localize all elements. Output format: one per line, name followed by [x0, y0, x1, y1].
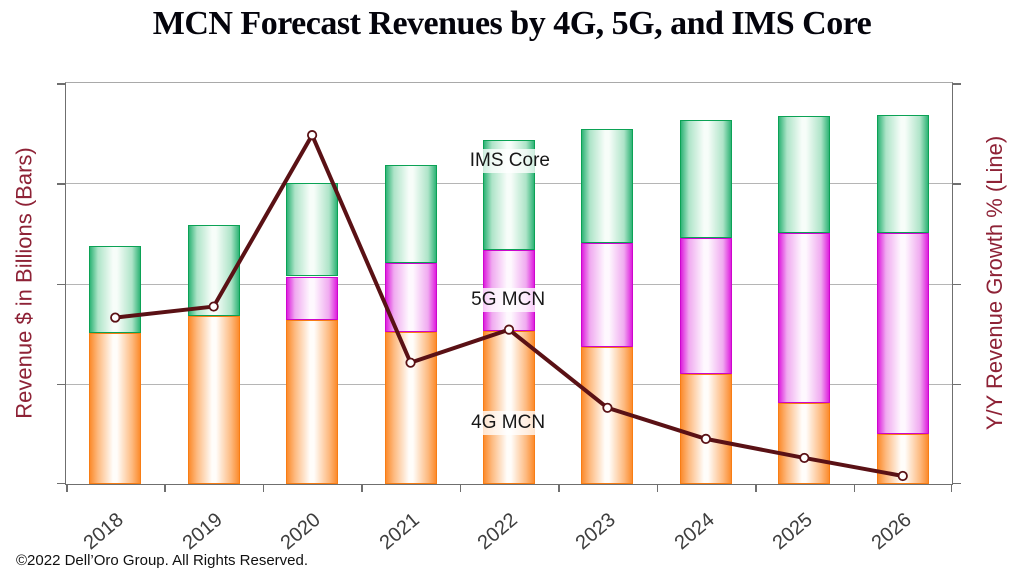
- series-label-5g-mcn: 5G MCN: [466, 288, 551, 313]
- growth-line-marker-2025: [799, 452, 810, 464]
- x-axis-tick: [262, 484, 265, 492]
- growth-line-layer: [110, 130, 908, 482]
- bar-segment-4g-mcn-2019: [187, 315, 240, 484]
- bar-segment-ims-core-2019: [187, 225, 240, 316]
- x-axis-label-2025: 2025: [768, 508, 818, 555]
- copyright-text: ©2022 Dell’Oro Group. All Rights Reserve…: [16, 552, 309, 569]
- left-axis-tick: [57, 183, 66, 185]
- bar-segment-ims-core-2026: [876, 115, 929, 234]
- x-axis-tick: [853, 484, 856, 492]
- bar-segment-4g-mcn-2022: [483, 330, 535, 484]
- right-axis-tick: [952, 83, 961, 85]
- right-axis-title-text: Y/Y Revenue Growth % (Line): [982, 135, 1008, 430]
- right-axis-tick: [952, 383, 961, 386]
- left-axis-tick: [57, 283, 66, 285]
- x-axis-label-2026: 2026: [867, 508, 916, 555]
- right-axis-tick: [952, 283, 961, 285]
- x-axis-label-2023: 2023: [571, 508, 621, 555]
- series-label-4g-mcn: 4G MCN: [466, 411, 551, 436]
- growth-line-marker-2023: [602, 402, 613, 413]
- x-axis-tick: [459, 484, 462, 492]
- x-axis-label-2021: 2021: [375, 508, 424, 555]
- bar-segment-4g-mcn-2025: [778, 402, 831, 484]
- bar-segment-5g-mcn-2023: [581, 243, 634, 347]
- growth-line-marker-2021: [405, 357, 416, 368]
- bar-segment-4g-mcn-2018: [89, 332, 142, 484]
- x-axis-tick: [558, 484, 560, 492]
- plot-area: IMS Core 5G MCN 4G MCN 2018 2019 2020 2021 2022…: [57, 82, 961, 554]
- right-axis-tick: [952, 183, 961, 185]
- bar-segment-ims-core-2020: [286, 183, 339, 277]
- left-axis-tick: [57, 383, 66, 386]
- left-axis-tick: [57, 83, 66, 85]
- series-label-ims-core: IMS Core: [464, 148, 555, 173]
- bar-segment-ims-core-2024: [679, 120, 732, 239]
- x-axis-tick: [361, 484, 363, 492]
- left-axis-tick: [57, 482, 66, 484]
- bar-segment-ims-core-2023: [581, 129, 634, 244]
- right-axis-title: Y/Y Revenue Growth % (Line): [972, 82, 1018, 483]
- x-axis-tick: [164, 484, 166, 492]
- bar-segment-5g-mcn-2025: [778, 233, 831, 403]
- growth-line-marker-2020: [307, 130, 318, 141]
- x-axis-tick: [755, 484, 757, 492]
- bar-segment-ims-core-2025: [778, 116, 831, 234]
- growth-line-marker-2022: [503, 324, 515, 335]
- growth-line-marker-2026: [897, 470, 908, 482]
- bar-segment-5g-mcn-2024: [679, 238, 732, 374]
- right-axis-tick: [952, 482, 961, 484]
- bar-segment-4g-mcn-2020: [286, 319, 339, 484]
- bar-segment-5g-mcn-2026: [876, 233, 929, 434]
- growth-line-marker-2018: [110, 312, 121, 323]
- chart-title: MCN Forecast Revenues by 4G, 5G, and IMS…: [152, 5, 872, 42]
- bar-segment-5g-mcn-2020: [286, 276, 339, 320]
- x-axis-label-2022: 2022: [473, 508, 522, 555]
- x-axis-tick: [656, 484, 659, 492]
- x-axis-tick: [66, 484, 68, 492]
- x-axis-tick: [950, 484, 952, 492]
- growth-line-marker-2019: [208, 301, 219, 312]
- growth-line-marker-2024: [700, 433, 711, 444]
- bar-segment-ims-core-2021: [384, 165, 437, 264]
- x-axis-label-2024: 2024: [670, 508, 719, 555]
- left-axis-title-text: Revenue $ in Billions (Bars): [12, 146, 37, 419]
- left-axis-title: Revenue $ in Billions (Bars): [2, 82, 48, 483]
